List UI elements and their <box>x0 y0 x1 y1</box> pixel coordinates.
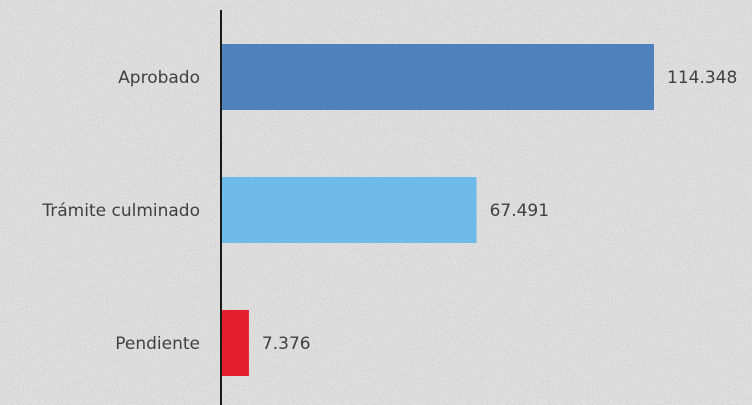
value-label-aprobado: 114.348 <box>667 68 737 88</box>
category-label-pendiente: Pendiente <box>115 334 200 354</box>
bar-aprobado <box>221 44 654 110</box>
value-label-tramite-culminado: 67.491 <box>490 201 549 221</box>
category-label-aprobado: Aprobado <box>118 68 200 88</box>
bar-tramite-culminado <box>221 177 477 243</box>
category-label-tramite-culminado: Trámite culminado <box>41 201 200 221</box>
value-label-pendiente: 7.376 <box>262 334 311 354</box>
bar-pendiente <box>221 310 249 376</box>
